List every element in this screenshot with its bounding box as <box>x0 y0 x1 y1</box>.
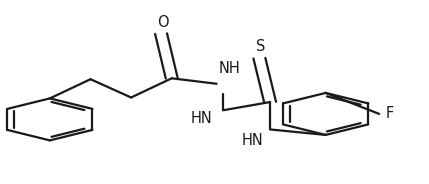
Text: HN: HN <box>242 133 264 148</box>
Text: NH: NH <box>219 61 241 77</box>
Text: O: O <box>157 15 169 30</box>
Text: S: S <box>256 39 266 54</box>
Text: F: F <box>386 106 394 121</box>
Text: HN: HN <box>190 111 212 126</box>
